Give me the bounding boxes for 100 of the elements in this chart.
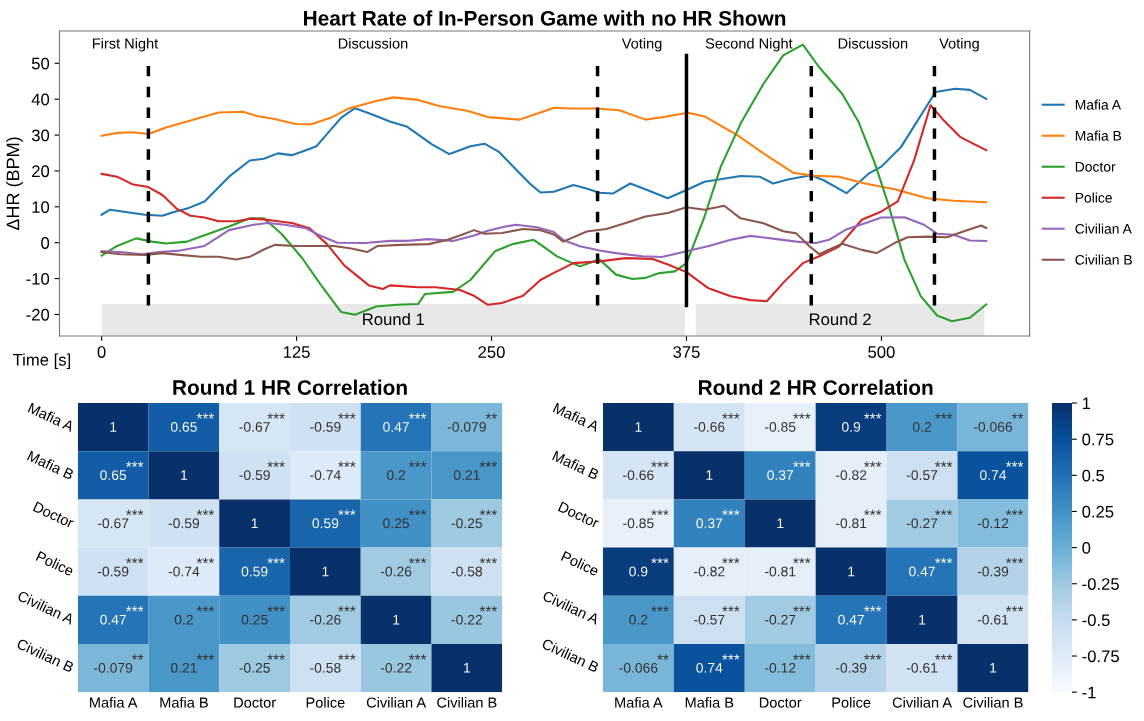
y-axis-title: ΔHR (BPM) bbox=[6, 137, 23, 231]
data-label: -0.81*** bbox=[765, 557, 811, 577]
data-label: 0.2*** bbox=[629, 606, 669, 625]
band-label: Round 1 bbox=[363, 312, 424, 326]
data-label: -0.57*** bbox=[694, 606, 740, 625]
data-label: -0.26*** bbox=[310, 606, 356, 625]
y-tick-label: 50 bbox=[31, 57, 50, 70]
x-tick-label: Civilian B bbox=[963, 697, 1023, 708]
color-bar-label: -0.25 bbox=[1082, 578, 1119, 590]
x-tick-label: Mafia A bbox=[90, 697, 138, 708]
data-label: 0.2*** bbox=[387, 461, 427, 481]
data-label: 0.74*** bbox=[980, 461, 1024, 481]
line-series bbox=[100, 104, 988, 306]
data-label: 1 bbox=[464, 663, 471, 673]
data-label: 1 bbox=[322, 566, 329, 577]
data-label: -0.12*** bbox=[977, 509, 1024, 529]
data-label: 0.37*** bbox=[696, 509, 740, 529]
data-label: 0.65*** bbox=[100, 461, 144, 481]
y-tick-label: Mafia B bbox=[26, 450, 75, 480]
data-label: -0.12*** bbox=[765, 654, 811, 673]
data-label: -0.81*** bbox=[835, 509, 882, 529]
data-label: -0.61*** bbox=[977, 606, 1024, 625]
annotation: Voting bbox=[621, 37, 662, 52]
data-label: 1 bbox=[393, 614, 400, 625]
data-label: 0.9*** bbox=[629, 557, 669, 577]
color-bar-label: -0.75 bbox=[1082, 650, 1119, 663]
data-label: 1 bbox=[990, 663, 997, 673]
x-tick-label: Civilian B bbox=[437, 697, 497, 708]
data-label: 0.21*** bbox=[170, 654, 215, 673]
data-label: -0.61*** bbox=[906, 654, 953, 673]
x-tick-label: Civilian A bbox=[892, 697, 953, 708]
data-label: 0.59*** bbox=[241, 557, 285, 577]
data-label: -0.66*** bbox=[694, 413, 740, 432]
data-label: 0.25*** bbox=[383, 509, 427, 529]
x-tick-label: 125 bbox=[283, 346, 310, 358]
data-label: 1 bbox=[635, 422, 642, 432]
y-tick-label: 10 bbox=[32, 201, 50, 214]
data-label: -0.39*** bbox=[835, 654, 882, 673]
data-label: 0.25*** bbox=[241, 606, 285, 625]
data-label: -0.59*** bbox=[168, 509, 215, 529]
color-bar-label: 0 bbox=[1082, 542, 1091, 554]
data-label: 0.2*** bbox=[912, 413, 953, 432]
data-label: -0.74*** bbox=[168, 557, 215, 577]
data-label: -0.59*** bbox=[97, 557, 144, 577]
data-label: -0.82*** bbox=[835, 461, 882, 481]
data-label: 0.59*** bbox=[312, 509, 356, 529]
x-tick-label: Police bbox=[306, 697, 345, 708]
data-label: -0.59*** bbox=[239, 461, 285, 481]
data-label: -0.74*** bbox=[310, 461, 356, 481]
data-label: 1 bbox=[919, 614, 926, 625]
data-label: -0.26*** bbox=[380, 557, 427, 577]
data-label: -0.82*** bbox=[694, 557, 740, 577]
data-label: -0.066** bbox=[973, 413, 1024, 432]
data-label: -0.39*** bbox=[977, 557, 1024, 577]
legend-label: Mafia B bbox=[1075, 130, 1122, 141]
chart-title: Heart Rate of In-Person Game with no HR Shown bbox=[304, 10, 786, 26]
data-label: 0.37*** bbox=[767, 461, 811, 481]
y-tick-label: -10 bbox=[26, 272, 50, 285]
legend-label: Doctor bbox=[1075, 162, 1116, 172]
data-label: -0.59*** bbox=[310, 413, 356, 432]
x-tick-label: 375 bbox=[673, 346, 700, 358]
x-tick-label: Civilian A bbox=[366, 697, 427, 708]
data-label: -0.066** bbox=[619, 654, 669, 673]
data-label: 0.9*** bbox=[842, 413, 882, 432]
y-tick-label: -20 bbox=[26, 308, 50, 321]
data-label: 1 bbox=[848, 566, 855, 577]
data-label: 1 bbox=[251, 518, 258, 529]
data-label: -0.57*** bbox=[906, 461, 953, 481]
data-label: 1 bbox=[706, 470, 713, 480]
annotation: Second Night bbox=[705, 37, 793, 52]
data-label: -0.67*** bbox=[97, 509, 144, 529]
legend-label: Civilian B bbox=[1075, 254, 1132, 265]
x-tick-label: 0 bbox=[97, 346, 106, 358]
color-bar-label: 0.25 bbox=[1082, 505, 1114, 518]
legend-label: Civilian A bbox=[1075, 223, 1132, 234]
data-label: -0.27*** bbox=[906, 509, 953, 529]
data-label: -0.85*** bbox=[623, 509, 669, 529]
data-label: -0.22*** bbox=[380, 654, 427, 673]
data-label: 0.2*** bbox=[174, 606, 215, 625]
annotation: Discussion bbox=[838, 37, 908, 49]
color-bar-label: -1 bbox=[1082, 686, 1096, 699]
data-label: 0.74*** bbox=[696, 654, 740, 673]
color-bar-label: 1 bbox=[1082, 397, 1091, 410]
data-label: 0.47*** bbox=[838, 606, 882, 625]
data-label: -0.079** bbox=[447, 413, 498, 432]
x-tick-label: Doctor bbox=[759, 697, 802, 708]
data-label: -0.079** bbox=[94, 654, 144, 673]
x-tick-label: Police bbox=[832, 697, 871, 708]
data-label: -0.85*** bbox=[765, 413, 811, 432]
line-series bbox=[100, 204, 988, 261]
line-series bbox=[100, 96, 988, 204]
data-label: 0.47*** bbox=[383, 413, 427, 432]
line-series bbox=[100, 216, 988, 259]
data-label: -0.25*** bbox=[451, 509, 498, 529]
x-tick-label: Mafia B bbox=[685, 697, 734, 708]
data-label: -0.58*** bbox=[451, 557, 498, 577]
annotation: Voting bbox=[939, 37, 979, 52]
x-tick-label: Mafia B bbox=[160, 697, 208, 708]
annotation: Discussion bbox=[338, 37, 408, 49]
legend-label: Mafia A bbox=[1075, 99, 1122, 110]
